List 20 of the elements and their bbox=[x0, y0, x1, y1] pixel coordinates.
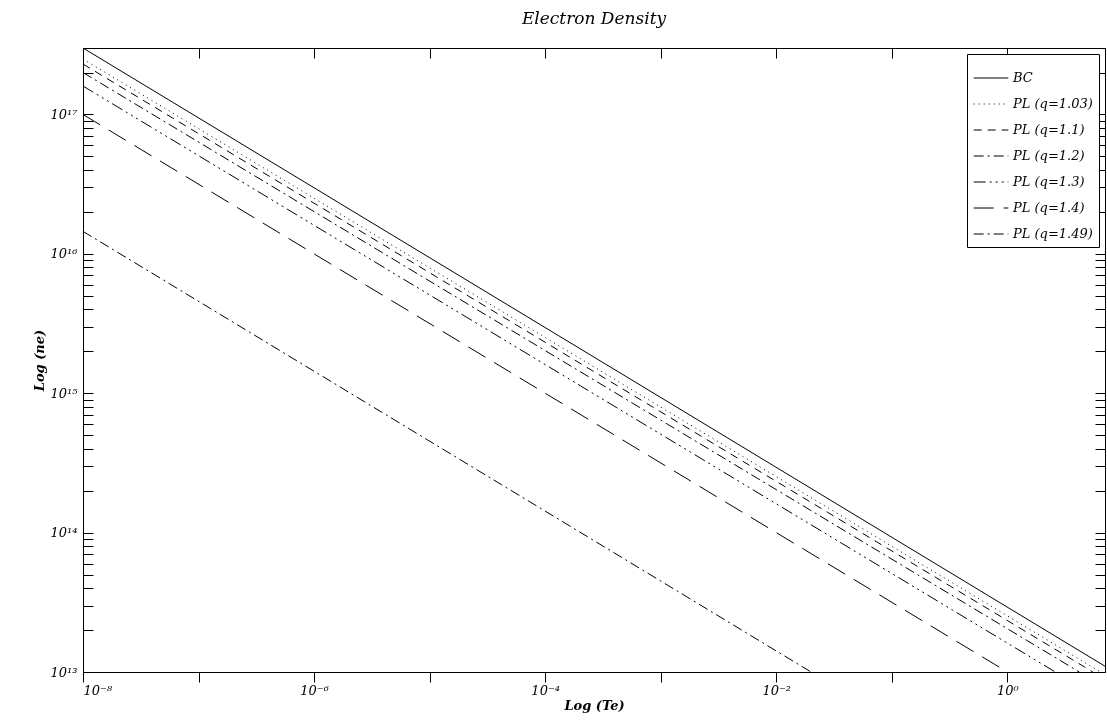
x-tick-label: 10⁰ bbox=[996, 682, 1020, 698]
legend-label: PL (q=1.4) bbox=[1012, 200, 1085, 215]
y-tick-label: 10¹³ bbox=[50, 664, 78, 680]
y-axis-title: Log (ne) bbox=[31, 329, 47, 393]
legend-label: PL (q=1.2) bbox=[1012, 148, 1085, 163]
legend-label: BC bbox=[1012, 70, 1033, 85]
x-tick-label: 10⁻⁸ bbox=[83, 682, 113, 698]
y-tick-label: 10¹⁴ bbox=[50, 525, 78, 541]
y-tick-label: 10¹⁶ bbox=[50, 246, 78, 262]
legend-label: PL (q=1.03) bbox=[1012, 96, 1093, 111]
y-tick-label: 10¹⁷ bbox=[50, 107, 79, 122]
legend-label: PL (q=1.1) bbox=[1012, 122, 1085, 137]
x-tick-label: 10⁻⁶ bbox=[300, 682, 329, 698]
legend-label: PL (q=1.3) bbox=[1012, 174, 1085, 189]
chart-title: Electron Density bbox=[520, 8, 667, 28]
x-tick-label: 10⁻² bbox=[762, 682, 792, 698]
y-tick-label: 10¹⁵ bbox=[50, 385, 79, 401]
x-tick-label: 10⁻⁴ bbox=[531, 682, 560, 698]
x-axis-title: Log (Te) bbox=[563, 697, 625, 713]
legend-label: PL (q=1.49) bbox=[1012, 226, 1093, 241]
